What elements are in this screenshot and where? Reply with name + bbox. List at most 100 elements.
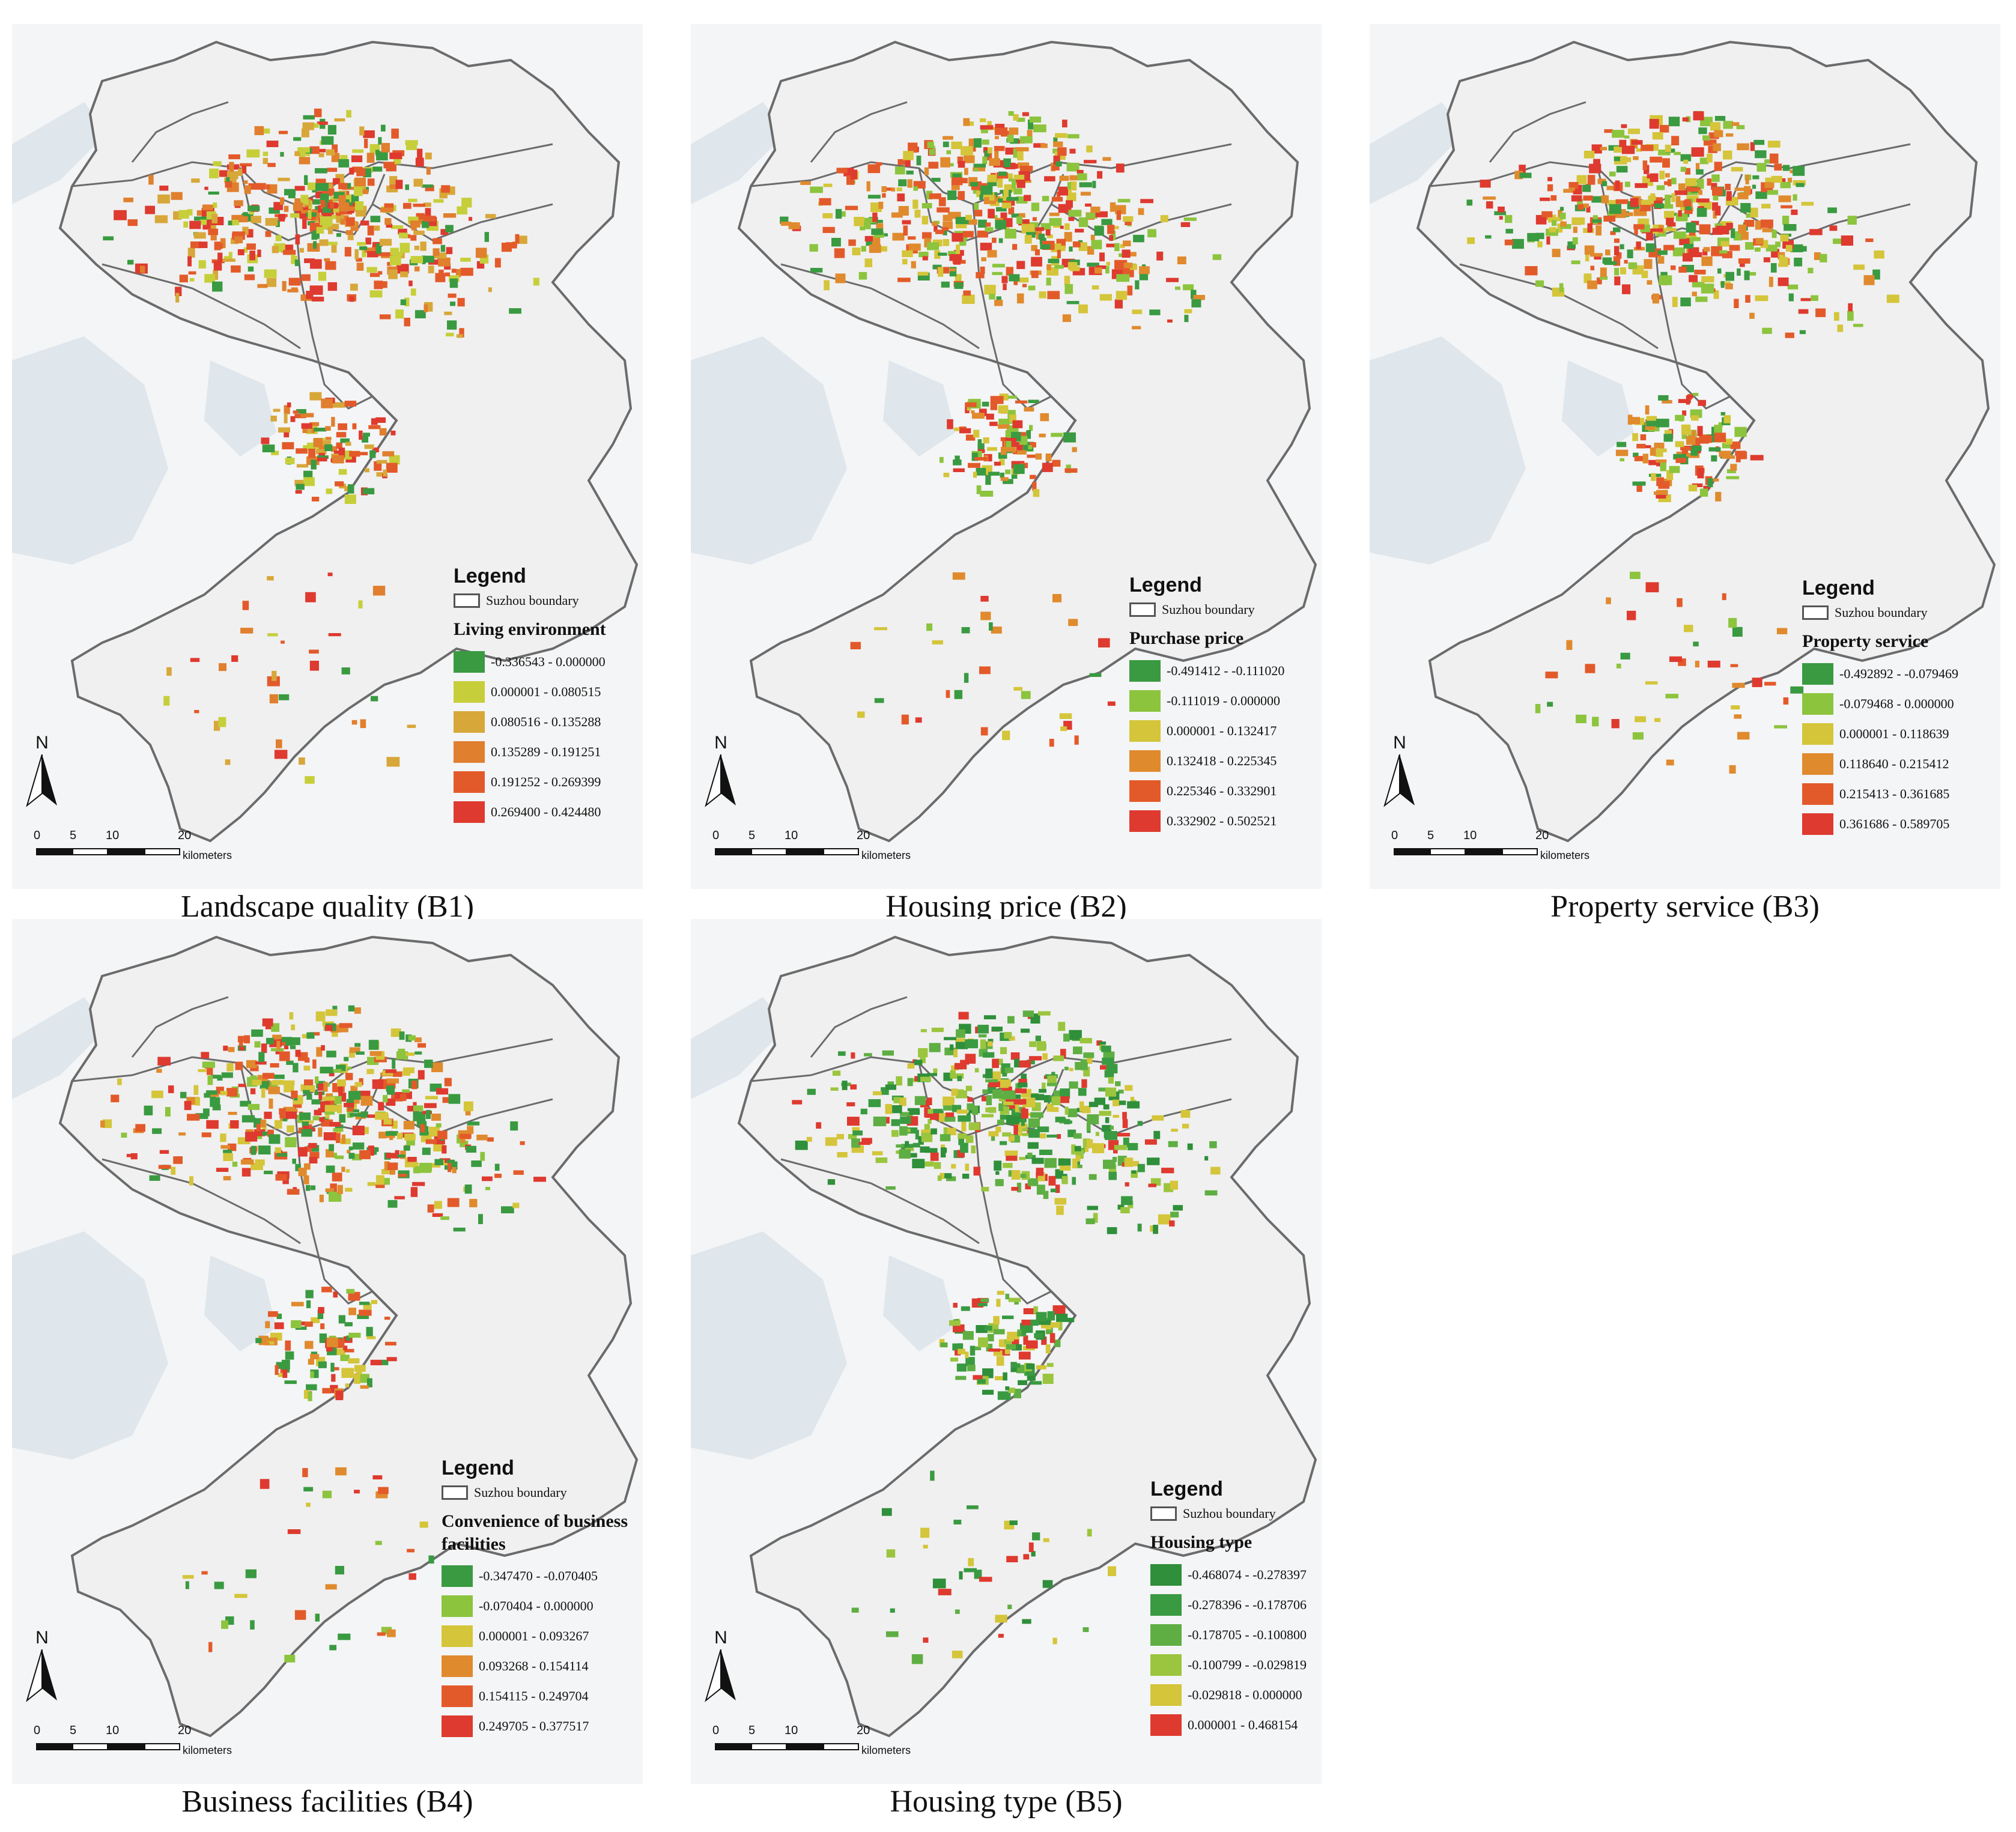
parcel [997,1291,1004,1295]
parcel [1067,134,1079,139]
parcel [1007,1016,1015,1024]
parcel [1037,1126,1049,1132]
parcel [372,1475,383,1479]
parcel [1006,1115,1019,1124]
parcel [958,1115,971,1122]
parcel [1042,1082,1046,1090]
scale-tick-label: 5 [748,829,756,842]
parcel [296,409,306,414]
parcel [284,1084,294,1093]
parcel [245,1132,258,1142]
parcel [275,1120,282,1129]
parcel [1019,1060,1031,1068]
district-boundary [972,1099,1052,1305]
parcel [345,183,351,189]
parcel [1738,224,1746,234]
parcel [1035,227,1045,231]
legend-class-swatch [442,1625,473,1647]
parcel [1028,120,1033,130]
map-canvas [12,919,643,1784]
parcel [1101,219,1113,225]
parcel [1677,598,1683,607]
parcel [1711,246,1722,256]
parcel [1662,400,1672,404]
parcel [304,1057,310,1063]
parcel [984,285,996,295]
parcel [1712,202,1719,211]
parcel [1028,1129,1040,1138]
parcel [1723,415,1731,423]
parcel [392,1059,396,1069]
parcel [940,456,944,463]
parcel [981,1187,989,1192]
parcel [335,1124,344,1132]
parcel [998,1079,1011,1087]
parcel [443,213,457,218]
parcel [920,1527,930,1538]
parcel [953,258,961,265]
parcel [1123,262,1129,268]
parcel [1688,247,1699,256]
parcel [1734,426,1747,437]
parcel [1021,691,1031,699]
parcel [920,1076,931,1082]
parcel [1552,249,1561,258]
parcel [1047,1311,1055,1321]
parcel [1094,226,1104,236]
parcel [1650,193,1656,200]
parcel [324,444,333,451]
parcel [1184,315,1189,323]
parcel [1650,156,1662,163]
parcel [1048,258,1060,264]
parcel [279,1111,291,1118]
legend-class-swatch [442,1655,473,1677]
parcel [311,460,317,470]
parcel [1078,1088,1087,1096]
parcel [980,596,989,602]
parcel [190,658,200,663]
lake-area [1370,336,1526,565]
parcel [1766,244,1778,252]
parcel [275,235,282,241]
parcel [250,1088,256,1094]
parcel [261,1088,266,1098]
parcel [340,1025,348,1033]
parcel [1584,245,1595,255]
parcel [244,1035,250,1044]
legend-class-row: -0.029818 - 0.000000 [1150,1680,1307,1710]
parcel [211,1075,221,1079]
parcel [298,1147,308,1157]
parcel [346,206,356,211]
parcel [1053,141,1063,147]
parcel [284,413,288,423]
parcel [1698,190,1702,195]
parcel [359,1150,371,1159]
parcel [1021,1117,1025,1126]
parcel [960,1142,968,1153]
parcel [213,261,222,271]
parcel [1634,226,1638,235]
parcel [1127,262,1133,268]
parcel [346,1288,355,1294]
parcel [144,1105,153,1115]
scale-bar: 0 5 10 20 kilometers [1391,829,1658,861]
parcel [1006,1155,1018,1161]
legend-boundary-entry: Suzhou boundary [1150,1506,1307,1521]
parcel [425,153,432,160]
parcel [1714,116,1726,121]
parcel [377,460,387,464]
parcel [951,1163,956,1169]
parcel [1060,246,1066,251]
parcel [871,228,883,235]
parcel [1691,147,1704,157]
parcel [1004,228,1016,239]
parcel [993,1329,1005,1335]
parcel [1067,1108,1078,1117]
parcel [1623,157,1632,162]
parcel [1576,714,1586,723]
parcel [390,247,399,255]
parcel [1092,1143,1105,1153]
parcel [1018,1079,1027,1084]
parcel [976,468,986,476]
parcel [1755,191,1767,199]
